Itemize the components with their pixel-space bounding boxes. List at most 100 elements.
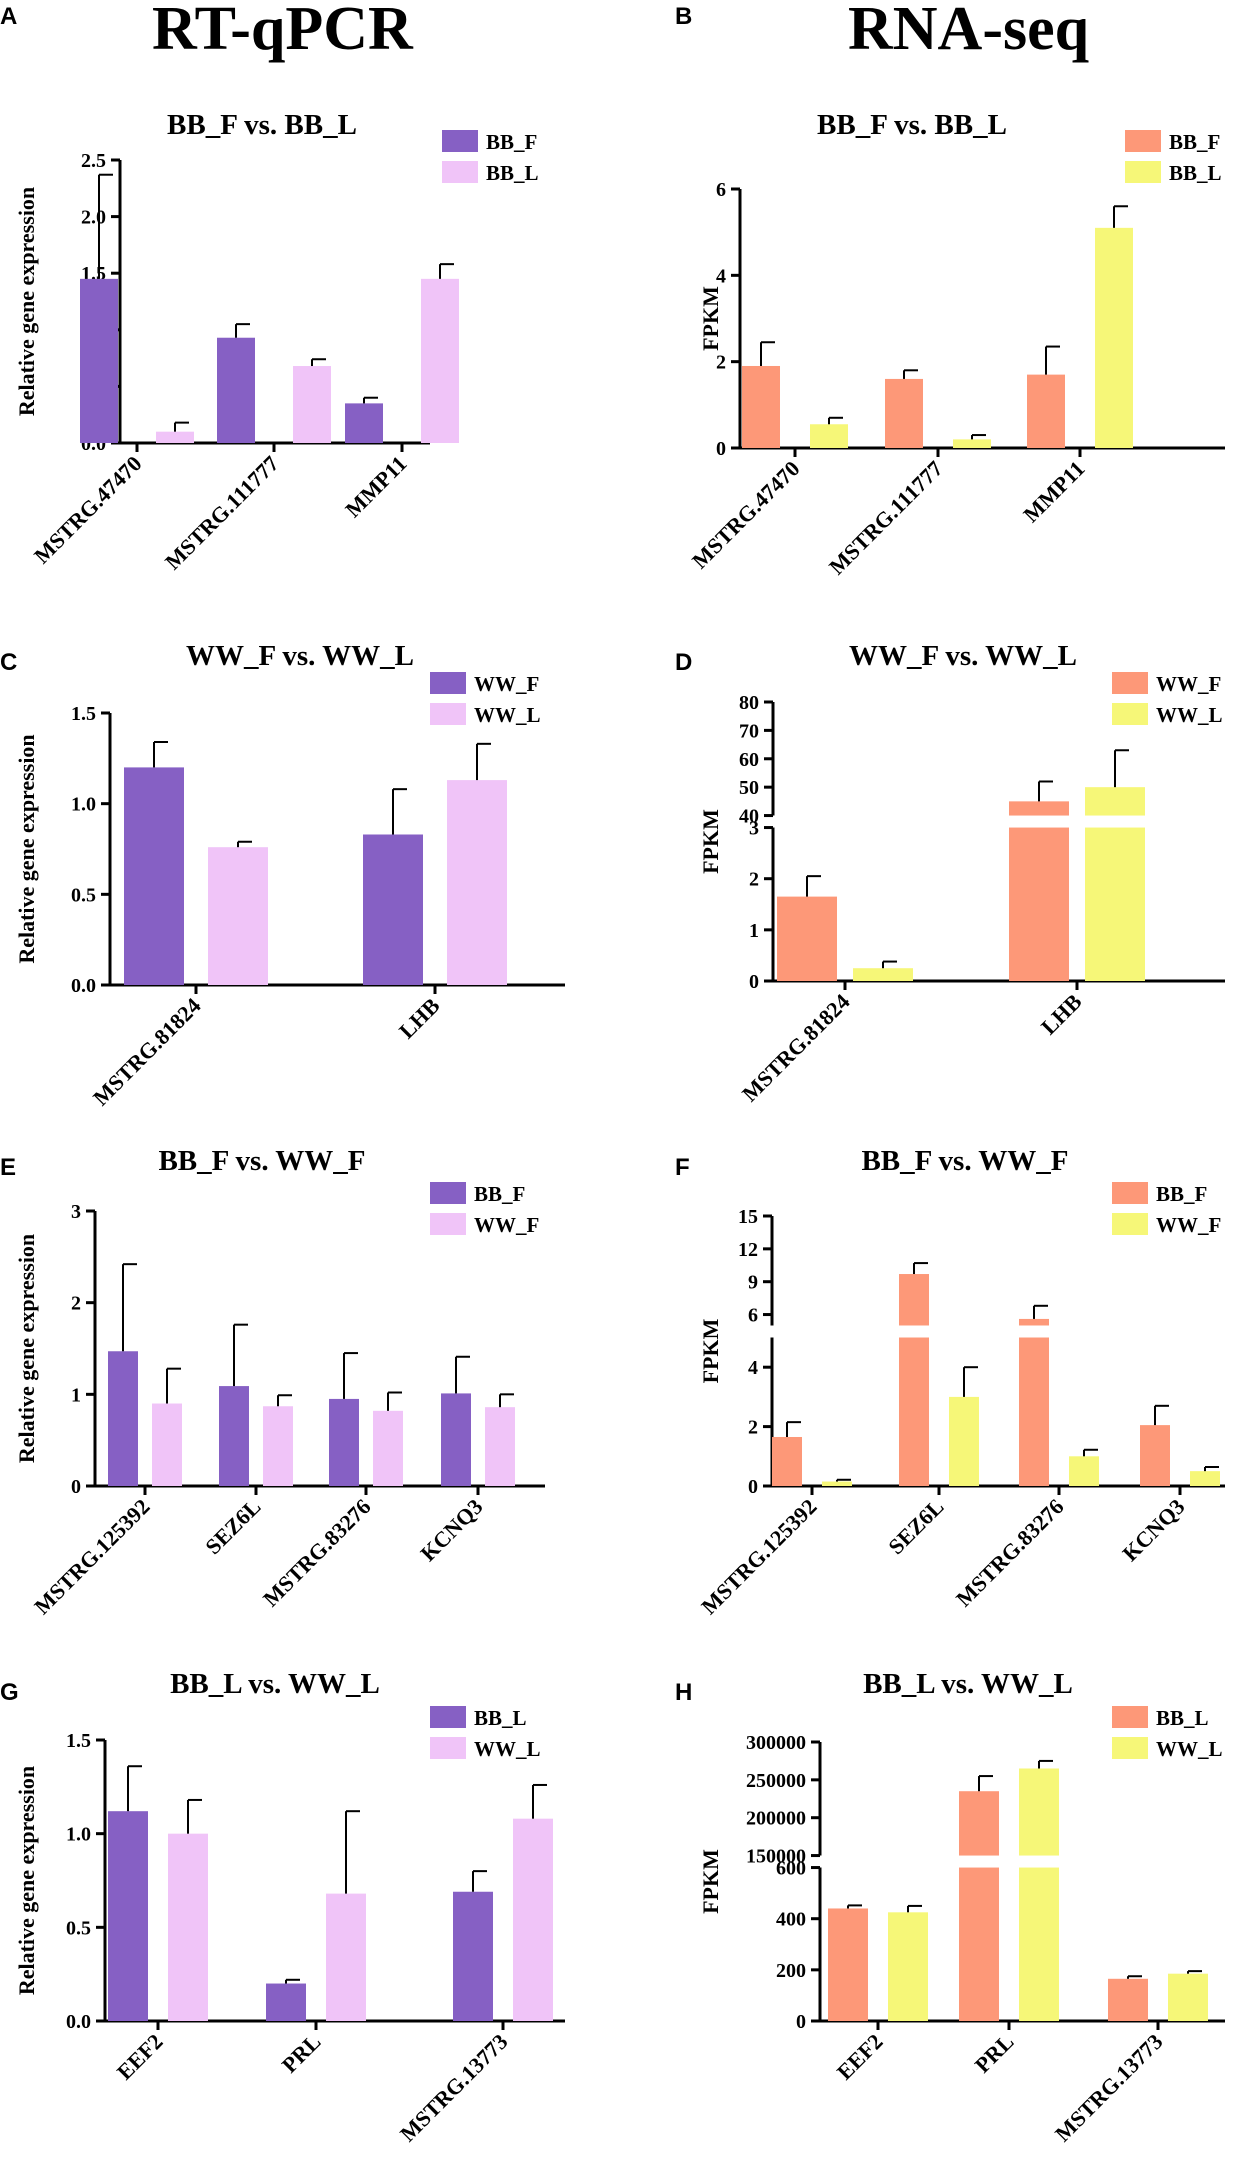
panel-b-ytick-label-2: 4 xyxy=(716,265,726,287)
panel-e-legend-swatch-1 xyxy=(430,1213,466,1235)
panel-h-legend-label-0: BB_L xyxy=(1156,1706,1209,1730)
panel-g-ytick-label-3: 1.5 xyxy=(66,1730,91,1752)
panel-g-bar-ww-l-1 xyxy=(326,1893,366,2021)
panel-d-ytick-label-5: 50 xyxy=(739,777,759,799)
panel-d-legend-label-1: WW_L xyxy=(1156,703,1223,727)
panel-a-bar-bb-f-0 xyxy=(80,278,118,443)
panel-f-bar-bb-f-2 xyxy=(1019,1318,1049,1486)
panel-d-ylabel: FPKM xyxy=(698,809,723,874)
panel-d-category-label-0: MSTRG.81824 xyxy=(737,989,855,1107)
panel-e-category-label-3: KCNQ3 xyxy=(415,1494,487,1566)
panel-f-ytick-label-5: 12 xyxy=(738,1239,758,1261)
panel-f-bar-break-0-2 xyxy=(1018,1325,1050,1338)
panel-e-bar-bb-f-1 xyxy=(219,1386,249,1486)
panel-c-bar-ww-f-1 xyxy=(363,834,423,985)
panel-b-bar-bb-f-0 xyxy=(742,365,780,448)
panel-a-bar-bb-l-1 xyxy=(293,366,331,443)
panel-g-ytick-label-2: 1.0 xyxy=(66,1824,91,1846)
panel-g-bar-ww-l-2 xyxy=(513,1818,553,2021)
panel-b-bar-bb-l-1 xyxy=(953,439,991,448)
panel-d-ytick-label-7: 70 xyxy=(739,720,759,742)
panel-b-legend-swatch-0 xyxy=(1125,130,1161,152)
panel-h-bar-break-1-1 xyxy=(1018,1855,1060,1868)
panel-b-category-label-0: MSTRG.47470 xyxy=(687,456,805,574)
panel-a-legend-swatch-0 xyxy=(442,130,478,152)
panel-label-e: E xyxy=(0,1154,16,1181)
panel-f-category-label-1: SEZ6L xyxy=(883,1494,948,1559)
panel-b-category-label-2: MMP11 xyxy=(1018,456,1089,527)
panel-e-title: BB_F vs. WW_F xyxy=(158,1145,365,1177)
panel-h-legend-label-1: WW_L xyxy=(1156,1737,1223,1761)
panel-a-category-label-1: MSTRG.111777 xyxy=(160,451,284,575)
panel-g-bar-bb-l-1 xyxy=(266,1983,306,2021)
panel-d-ytick-label-8: 80 xyxy=(739,692,759,714)
panel-h-ytick-label-0: 0 xyxy=(796,2011,806,2033)
panel-g-legend-label-0: BB_L xyxy=(474,1706,527,1730)
panel-a-ytick-label-4: 2.0 xyxy=(81,207,106,229)
panel-h-bar-bb-l-2 xyxy=(1108,1978,1148,2021)
panel-e-legend-label-1: WW_F xyxy=(474,1213,539,1237)
panel-f-bar-bb-f-0 xyxy=(772,1436,802,1486)
panel-d-ytick-label-0: 0 xyxy=(749,971,759,993)
panel-h-ytick-label-6: 250000 xyxy=(746,1770,806,1792)
panel-label-c: C xyxy=(0,649,17,676)
panel-label-h: H xyxy=(675,1679,692,1706)
panel-h-ytick-label-5: 200000 xyxy=(746,1808,806,1830)
panel-c-bar-ww-l-1 xyxy=(447,780,507,985)
panel-f-category-label-2: MSTRG.83276 xyxy=(951,1494,1069,1612)
panel-b-bar-bb-f-1 xyxy=(885,378,923,448)
panel-c-ytick-label-0: 0.0 xyxy=(71,975,96,997)
panel-g-title: BB_L vs. WW_L xyxy=(170,1668,380,1700)
panel-e-bar-ww-f-0 xyxy=(152,1403,182,1486)
panel-f-bar-bb-f-1 xyxy=(899,1274,929,1486)
panel-f-legend-swatch-0 xyxy=(1112,1182,1148,1204)
panel-f-legend-label-0: BB_F xyxy=(1156,1182,1207,1206)
panel-c-title: WW_F vs. WW_L xyxy=(186,640,414,672)
panel-f-category-label-3: KCNQ3 xyxy=(1117,1494,1189,1566)
panel-d-legend-swatch-0 xyxy=(1112,672,1148,694)
panel-g-legend-swatch-0 xyxy=(430,1706,466,1728)
panel-b-legend-swatch-1 xyxy=(1125,161,1161,183)
panel-f-bar-ww-f-1 xyxy=(949,1396,979,1486)
panel-h-bar-ww-l-1 xyxy=(1019,1768,1059,2021)
panel-f-legend-label-1: WW_F xyxy=(1156,1213,1221,1237)
panel-e-bar-bb-f-2 xyxy=(329,1398,359,1486)
panel-c-legend-label-0: WW_F xyxy=(474,672,539,696)
panel-f-bar-bb-f-3 xyxy=(1140,1425,1170,1486)
panel-b-bar-bb-l-2 xyxy=(1095,227,1133,448)
panel-g-category-label-2: MSTRG.13773 xyxy=(395,2029,513,2147)
rt-qpcr-column-title: RT-qPCR xyxy=(152,0,413,63)
panel-a-category-label-2: MMP11 xyxy=(340,451,411,522)
panel-h-category-label-2: MSTRG.13773 xyxy=(1050,2029,1168,2147)
panel-d-ytick-label-4: 40 xyxy=(739,806,759,828)
panel-f-category-label-0: MSTRG.125392 xyxy=(696,1494,821,1619)
panel-g-ylabel: Relative gene expression xyxy=(14,1766,39,1995)
panel-d-bar-ww-l-0 xyxy=(853,968,913,981)
panel-h-ylabel: FPKM xyxy=(698,1849,723,1914)
panel-b-legend-label-1: BB_L xyxy=(1169,161,1222,185)
panel-c-ylabel: Relative gene expression xyxy=(14,734,39,963)
panel-e-category-label-2: MSTRG.83276 xyxy=(258,1494,376,1612)
panel-b-bar-bb-l-0 xyxy=(810,424,848,448)
panel-b-ytick-label-0: 0 xyxy=(716,438,726,460)
panel-e-legend-label-0: BB_F xyxy=(474,1182,525,1206)
panel-g-ytick-label-1: 0.5 xyxy=(66,1917,91,1939)
panel-f-ytick-label-6: 15 xyxy=(738,1206,758,1228)
panel-e-bar-ww-f-3 xyxy=(485,1407,515,1486)
panel-d-legend-swatch-1 xyxy=(1112,703,1148,725)
panel-c-legend-label-1: WW_L xyxy=(474,703,541,727)
panel-c-ytick-label-2: 1.0 xyxy=(71,794,96,816)
panel-f-ytick-label-1: 2 xyxy=(748,1417,758,1439)
panel-h-ytick-label-1: 200 xyxy=(776,1960,806,1982)
panel-c-ytick-label-1: 0.5 xyxy=(71,884,96,906)
panel-b-ytick-label-3: 6 xyxy=(716,179,726,201)
panel-f-bar-ww-f-2 xyxy=(1069,1456,1099,1486)
panel-a-title: BB_F vs. BB_L xyxy=(167,109,357,141)
panel-b-legend-label-0: BB_F xyxy=(1169,130,1220,154)
panel-d-bar-ww-f-1 xyxy=(1009,801,1069,981)
panel-h-bar-bb-l-1 xyxy=(959,1791,999,2021)
panel-d-ytick-label-2: 2 xyxy=(749,869,759,891)
panel-d-ytick-label-6: 60 xyxy=(739,749,759,771)
panel-e-bar-ww-f-1 xyxy=(263,1406,293,1486)
